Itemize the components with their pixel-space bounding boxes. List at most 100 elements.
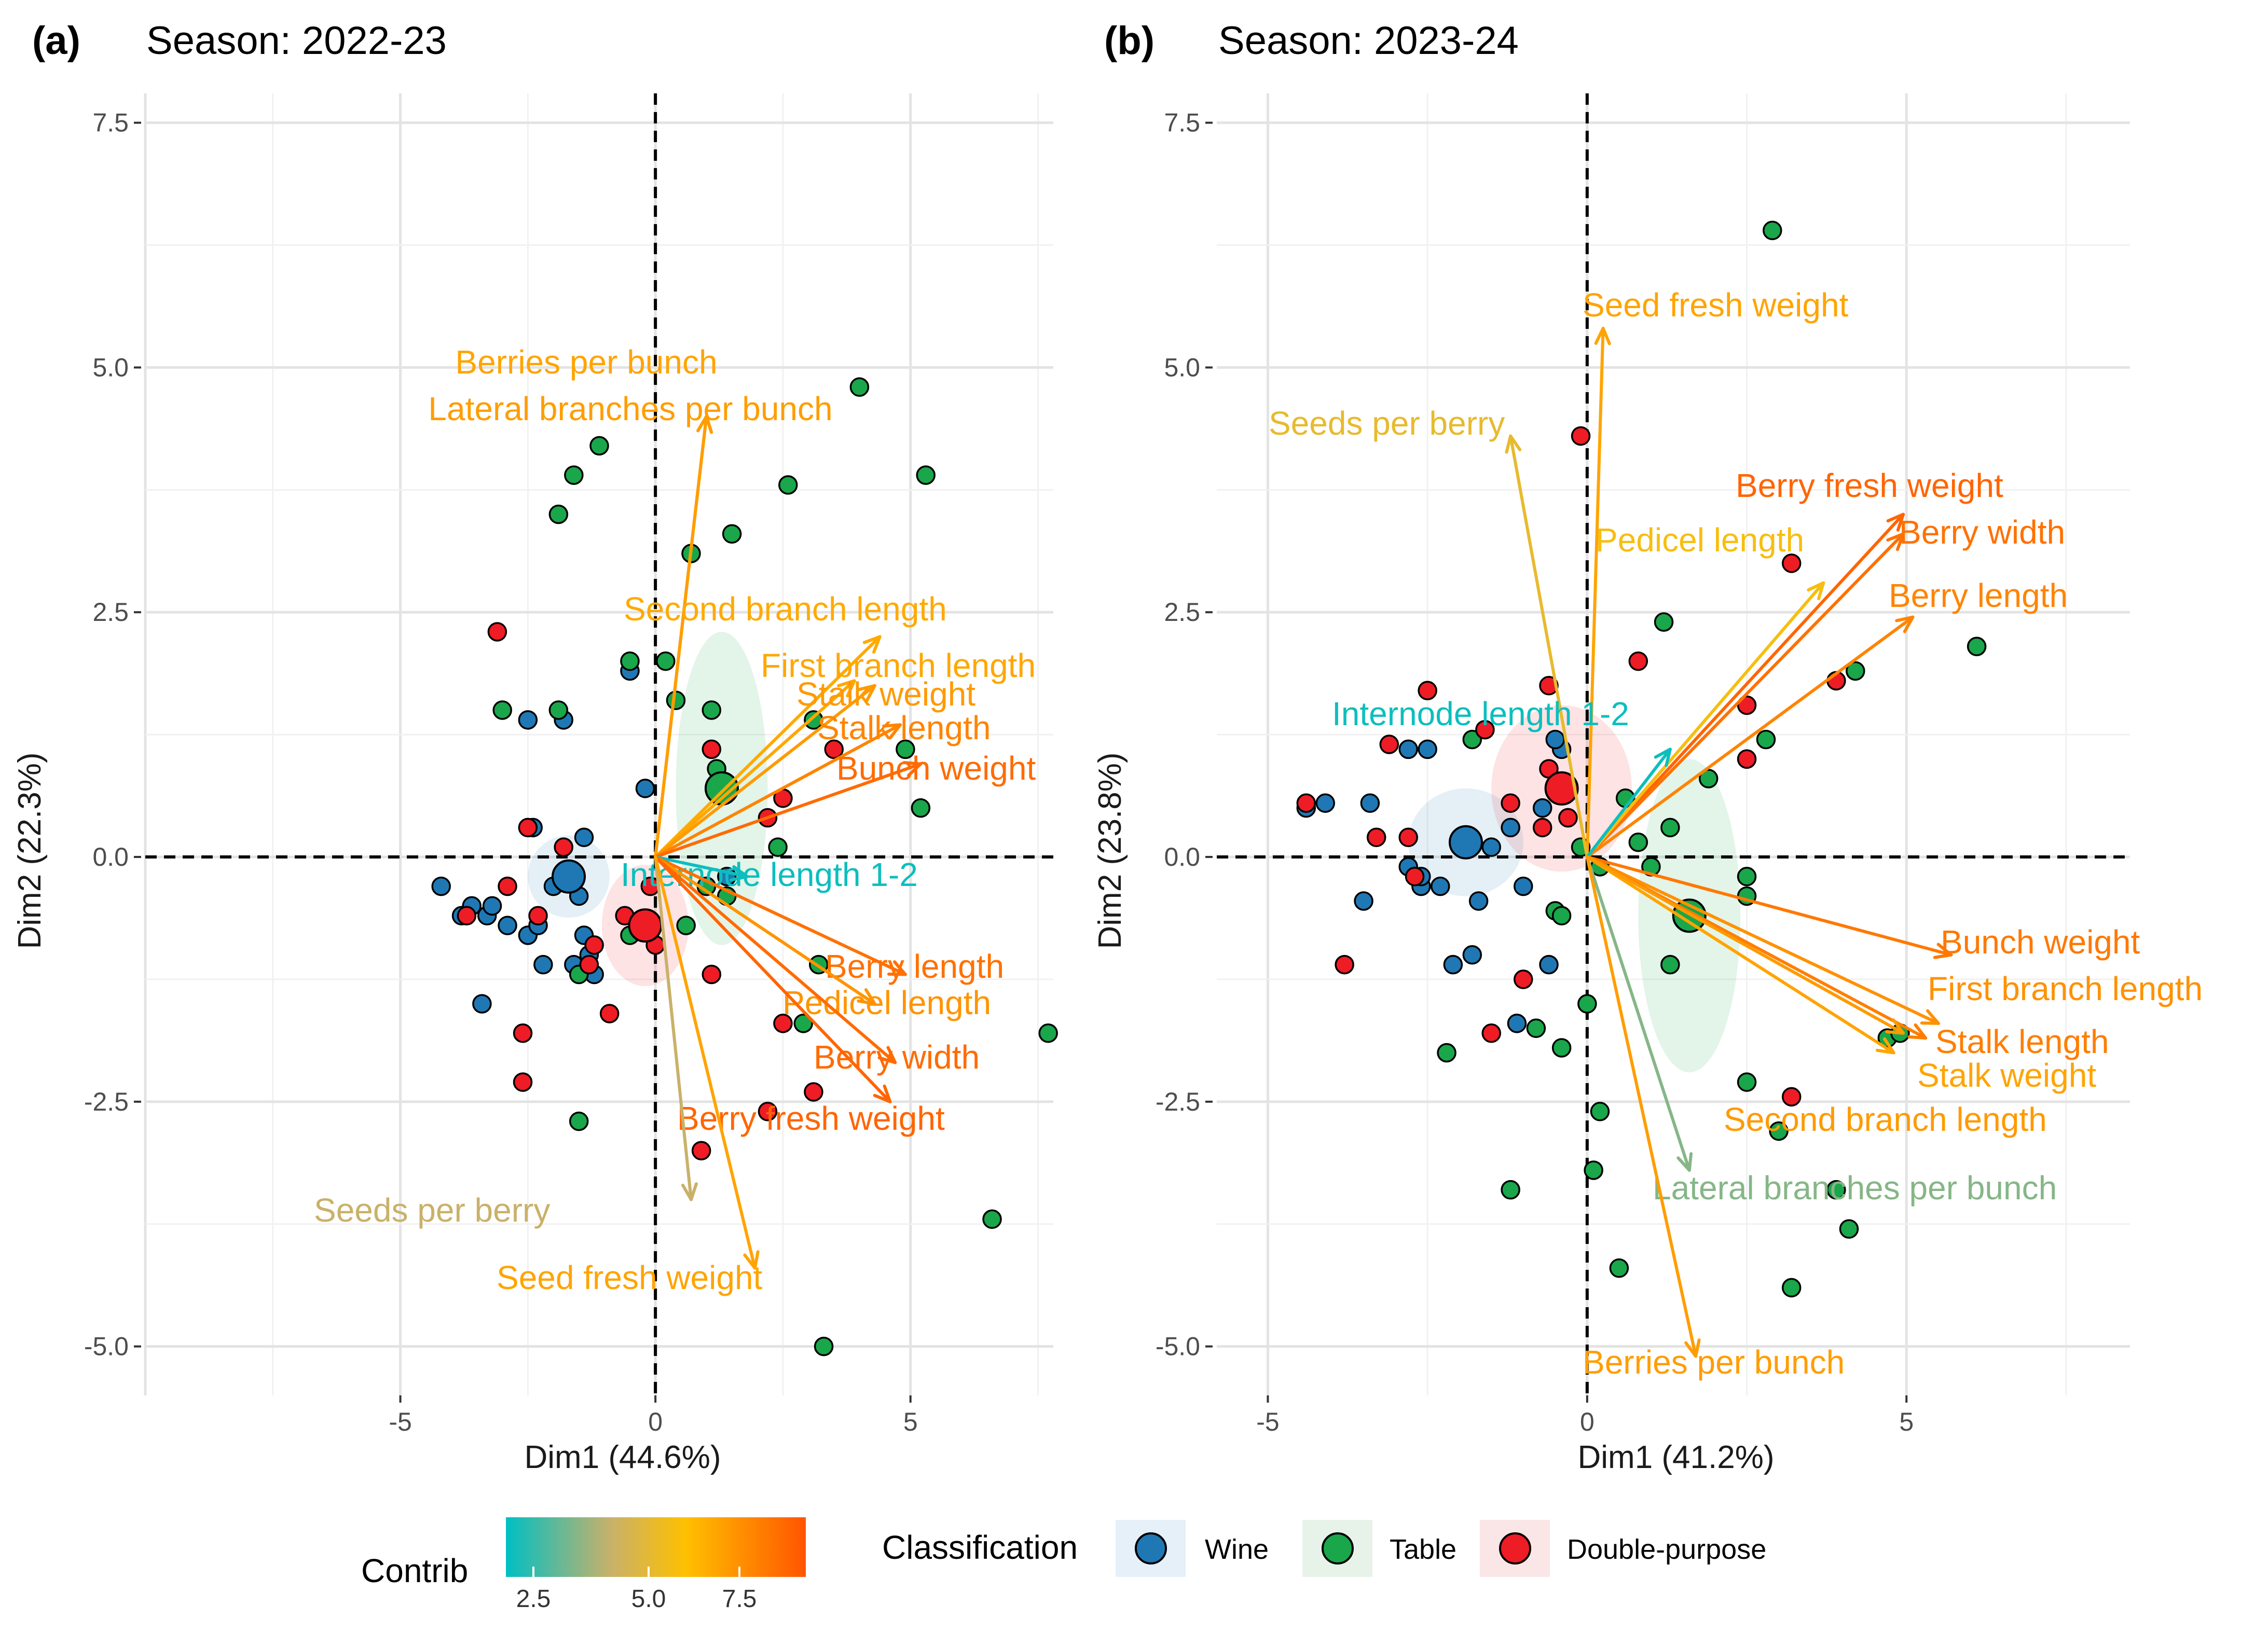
point-double — [554, 837, 573, 857]
variable-label: Stalk weight — [1917, 1057, 2096, 1094]
point-double — [1418, 681, 1437, 700]
variable-arrow — [654, 855, 876, 1006]
point-table — [620, 651, 640, 671]
variable-label: Second branch length — [1724, 1101, 2047, 1138]
variable-label: Bunch weight — [836, 750, 1036, 787]
variable-arrow — [1585, 855, 1691, 1172]
point-table — [793, 1014, 814, 1033]
point-table — [896, 739, 915, 759]
point-double — [1335, 954, 1354, 975]
panel-b-y-axis-title: Dim2 (23.8%) — [1092, 753, 1128, 949]
centroid-wine — [1449, 825, 1483, 860]
variable-arrow — [1585, 747, 1672, 859]
point-table — [569, 1111, 589, 1131]
variable-arrowhead — [1933, 943, 1953, 959]
point-table — [1038, 1023, 1058, 1043]
variable-arrowhead — [857, 684, 876, 702]
contrib-tick-label: 7.5 — [722, 1585, 757, 1613]
variable-arrow — [654, 679, 856, 859]
point-double — [691, 1141, 711, 1160]
point-wine — [472, 994, 492, 1014]
point-table — [1756, 729, 1776, 750]
panel-b: (b) Season: 2023-24 Dim1 (41.2%) Dim2 (2… — [1092, 19, 2203, 1475]
variable-arrow — [1585, 581, 1825, 859]
point-wine — [574, 827, 594, 848]
legend-table-label: Table — [1390, 1534, 1456, 1565]
variable-arrow — [1585, 855, 1905, 1035]
variable-arrowhead — [1875, 1037, 1895, 1055]
point-double — [1296, 793, 1316, 813]
y-tick-label: 5.0 — [92, 353, 129, 382]
variable-arrow — [654, 855, 749, 878]
variable-arrow — [1509, 434, 1589, 859]
point-wine — [1545, 729, 1565, 750]
point-table — [916, 465, 936, 485]
x-tick-label: 0 — [1580, 1407, 1595, 1436]
point-table — [1781, 1278, 1802, 1298]
variable-arrowhead — [882, 723, 902, 740]
point-table — [1501, 1180, 1520, 1200]
x-tick-label: 0 — [648, 1407, 663, 1436]
variable-arrow — [1585, 615, 1915, 859]
y-tick-label: 0.0 — [92, 842, 129, 871]
variable-arrowhead — [877, 1046, 897, 1064]
variable-arrow — [1585, 855, 1895, 1055]
legend-wine-label: Wine — [1205, 1534, 1269, 1565]
variable-arrowhead — [862, 635, 882, 654]
variable-label: Pedicel length — [782, 984, 991, 1021]
variable-label: Seed fresh weight — [497, 1259, 763, 1296]
point-table — [1609, 1258, 1629, 1278]
variable-label: Berry fresh weight — [1736, 467, 2003, 504]
point-table — [849, 377, 870, 397]
variable-label: Stalk weight — [796, 675, 975, 713]
variable-arrow — [654, 635, 882, 859]
point-wine — [498, 916, 517, 935]
variable-label: Berry width — [814, 1038, 980, 1076]
x-tick-label: -5 — [1256, 1407, 1279, 1436]
point-double — [1532, 818, 1552, 838]
panel-a-title: Season: 2022-23 — [146, 19, 447, 63]
point-table — [1526, 1018, 1546, 1038]
variable-label: Pedicel length — [1596, 521, 1804, 559]
variable-arrowhead — [1594, 326, 1611, 345]
variable-arrowhead — [887, 960, 907, 976]
variable-label: Seeds per berry — [1269, 405, 1505, 442]
point-double — [518, 818, 538, 838]
point-table — [564, 465, 584, 485]
point-double — [1475, 719, 1495, 740]
point-table — [589, 436, 609, 456]
point-wine — [635, 779, 655, 798]
point-double — [513, 1023, 533, 1043]
point-double — [1628, 651, 1648, 671]
point-table — [804, 710, 823, 730]
point-table — [1839, 1219, 1859, 1239]
variable-arrowhead — [729, 865, 749, 882]
variable-arrow — [1585, 855, 1698, 1358]
variable-arrowhead — [1807, 581, 1825, 601]
variable-label: Stalk length — [817, 709, 991, 746]
legend-classification: Classification Wine Table Double-purpose — [882, 1520, 1766, 1577]
point-double — [1398, 827, 1418, 848]
point-table — [1846, 661, 1865, 681]
variable-label: Berry width — [1899, 514, 2065, 551]
point-table — [1551, 906, 1572, 926]
variable-arrowhead — [696, 414, 713, 434]
variable-arrowhead — [1885, 1018, 1905, 1035]
variable-arrow — [1585, 855, 1940, 1025]
point-double — [1501, 793, 1520, 813]
point-wine — [1398, 739, 1418, 759]
point-double — [1737, 749, 1757, 769]
point-double — [758, 1101, 778, 1121]
point-double — [824, 739, 844, 759]
point-table — [982, 1209, 1002, 1229]
point-double — [579, 954, 599, 975]
variable-label: First branch length — [761, 647, 1036, 684]
variable-arrowhead — [681, 1182, 698, 1201]
point-table — [911, 798, 931, 818]
point-wine — [1532, 798, 1552, 818]
legend-classification-title: Classification — [882, 1529, 1078, 1566]
contrib-tick-label: 2.5 — [516, 1585, 551, 1613]
point-table — [1628, 832, 1648, 852]
